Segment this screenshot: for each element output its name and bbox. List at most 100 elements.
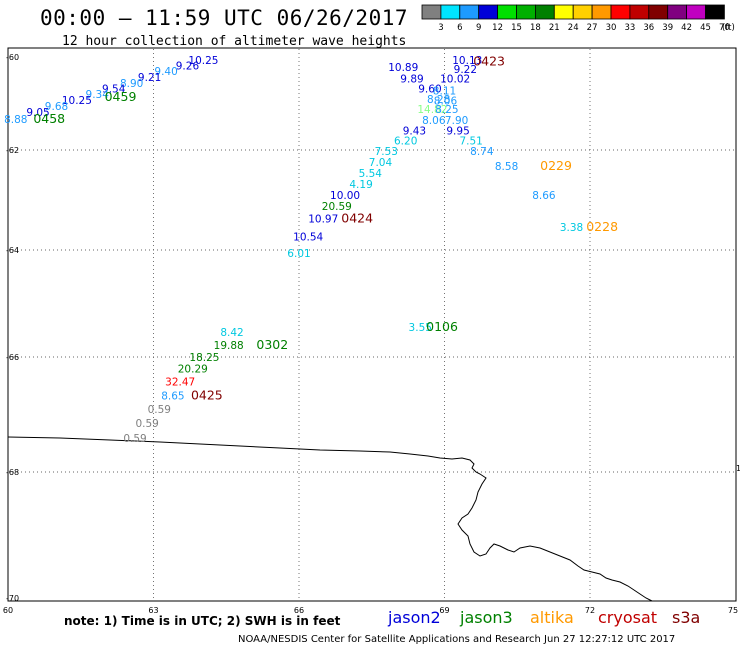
wave-height-label: 0.59 <box>123 433 146 445</box>
scale-swatch <box>535 4 555 20</box>
wave-height-color-scale: 3 6 9 12 15 18 21 24 27 30 33 36 39 42 45 70(ft) <box>421 4 735 33</box>
wave-height-label: 10.13 <box>452 55 482 67</box>
latitude-tick-label: -64 <box>6 246 19 255</box>
swath-value-label: 10.25 <box>62 95 92 107</box>
wave-height-label: 0.59 <box>148 404 171 416</box>
wave-height-label: 8.42 <box>220 327 243 339</box>
wave-height-label: 7.04 <box>369 157 393 169</box>
pass-time-label: 0106 <box>426 319 458 334</box>
pass-time-label: 0458 <box>33 111 65 126</box>
wave-height-label: 5.54 <box>359 168 383 180</box>
wave-height-label: 8.11 <box>433 85 456 97</box>
wave-height-label: 18.25 <box>189 352 219 364</box>
scale-swatch <box>610 4 631 20</box>
swath-value-label: 9.68 <box>45 101 68 113</box>
wave-height-label: 4.19 <box>349 179 372 191</box>
scale-unit-label: (ft) <box>722 23 735 33</box>
scale-swatch <box>478 4 499 20</box>
scale-swatch <box>497 4 517 20</box>
legend-s3a: s3a <box>672 608 701 627</box>
wave-height-label: 3.38 <box>560 222 583 234</box>
scale-swatch <box>459 4 480 20</box>
pass-time-label: 0229 <box>540 158 572 173</box>
wave-height-label: 7.51 <box>459 136 482 148</box>
wave-height-label: 10.02 <box>440 73 470 85</box>
latitude-tick-label: -70 <box>6 594 19 603</box>
scale-swatch <box>629 4 650 20</box>
latitude-tick-label: -66 <box>6 353 19 362</box>
swath-value-label: 9.34 <box>86 89 110 101</box>
scale-swatch <box>421 4 442 20</box>
credit-line: NOAA/NESDIS Center for Satellite Applica… <box>238 634 676 645</box>
scale-tick-label: 36 <box>643 23 654 33</box>
latitude-tick-label: -68 <box>6 468 19 477</box>
scale-tick-label: 21 <box>549 23 560 33</box>
scale-tick-label: 18 <box>530 23 541 33</box>
scale-tick-label: 30 <box>606 23 617 33</box>
wave-height-label: 6.20 <box>394 136 417 148</box>
latitude-tick-label: -60 <box>6 53 19 62</box>
pass-time-label: 0424 <box>341 211 373 226</box>
scale-tick-label: 42 <box>681 23 692 33</box>
swath-value-label: 9.05 <box>26 107 49 119</box>
overlapping-swath-labels: 10.259.269.409.218.909.549.3410.259.689.… <box>4 55 218 126</box>
longitude-tick-label: 60 <box>3 606 13 615</box>
coastline <box>7 436 653 602</box>
scale-swatch <box>705 4 725 20</box>
scale-tick-label: 39 <box>662 23 673 33</box>
pass-time-label: 0228 <box>586 219 618 234</box>
scale-swatch <box>516 4 536 20</box>
pass-time-label: 0459 <box>105 89 137 104</box>
pass-time-labels: 0423 0229 0424 0228 0106 0302 0425 0459 0458 <box>33 54 618 403</box>
legend-cryosat: cryosat <box>598 608 658 627</box>
wave-height-label: 20.29 <box>178 364 208 376</box>
pass-time-label: 0425 <box>191 388 223 403</box>
swath-value-label: 9.26 <box>176 60 200 72</box>
wave-height-label: 8.74 <box>470 146 494 158</box>
scale-swatch <box>591 4 612 20</box>
legend-jason2: jason2 <box>388 608 441 627</box>
longitude-tick-label: 63 <box>148 606 158 615</box>
longitude-tick-label: 69 <box>439 606 449 615</box>
units-note: note: 1) Time is in UTC; 2) SWH is in fe… <box>64 614 341 628</box>
scale-tick-label: 6 <box>457 23 462 33</box>
wave-height-label: 10.89 <box>388 62 418 74</box>
longitude-tick-label: 75 <box>728 606 738 615</box>
pass-time-label: 0423 <box>473 54 505 69</box>
wave-height-label: 6.01 <box>287 248 310 260</box>
pass-time-label: 0302 <box>256 337 288 352</box>
scale-tick-label: 70 <box>719 23 730 33</box>
legend-jason3: jason3 <box>460 608 513 627</box>
map-subtitle: 12 hour collection of altimeter wave hei… <box>62 34 407 49</box>
wave-height-label: 8.25 <box>435 104 458 116</box>
longitude-tick-label: 66 <box>294 606 304 615</box>
wave-height-label: 8.06 <box>422 115 446 127</box>
wave-height-label: 8.65 <box>161 391 184 403</box>
swath-value-label: 8.88 <box>4 114 27 126</box>
lat-lon-grid <box>9 49 735 600</box>
axis-labels: -60 -62 -64 -66 -68 -70 60 63 66 69 72 75 1 <box>3 53 740 615</box>
wave-height-label: 10.54 <box>293 232 323 244</box>
wave-height-label: 20.59 <box>322 201 352 213</box>
wave-height-label: 7.90 <box>445 115 468 127</box>
wave-height-label: 19.88 <box>214 340 244 352</box>
wave-height-label: 7.53 <box>375 146 398 158</box>
scale-swatch <box>553 4 574 20</box>
wave-height-label: 8.66 <box>532 190 556 202</box>
scale-tick-label: 27 <box>587 23 598 33</box>
scale-tick-label: 12 <box>492 23 503 33</box>
swath-value-label: 9.40 <box>154 66 177 78</box>
scale-swatch <box>667 4 688 20</box>
scale-tick-label: 15 <box>511 23 522 33</box>
scale-tick-label: 33 <box>624 23 635 33</box>
wave-height-label: 8.58 <box>495 161 518 173</box>
scale-swatch <box>648 4 669 20</box>
longitude-tick-label: 72 <box>585 606 595 615</box>
scale-tick-label: 9 <box>476 23 481 33</box>
swath-value-label: 9.21 <box>138 72 161 84</box>
swath-value-label: 9.54 <box>102 84 126 96</box>
latitude-tick-label: -62 <box>6 146 19 155</box>
right-edge-label: 1 <box>736 464 740 473</box>
